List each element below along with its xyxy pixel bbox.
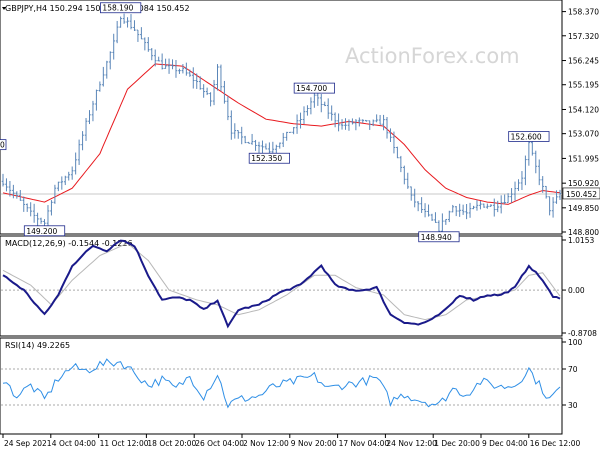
- time-tick-label: 9 Nov 20:00: [291, 439, 337, 448]
- time-tick-label: 1 Dec 20:00: [434, 439, 480, 448]
- price-level-box: [100, 2, 142, 14]
- price-tick-label: 156.245: [568, 57, 599, 66]
- rsi-panel-header: RSI(14) 49.2265: [5, 341, 70, 350]
- price-tick-label: 153.070: [568, 130, 599, 139]
- time-tick-label: 2 Nov 12:00: [243, 439, 289, 448]
- price-tick-label: 149.850: [568, 204, 599, 213]
- price-tick-label: 158.370: [568, 8, 599, 17]
- time-tick-label: 9 Dec 04:00: [482, 439, 528, 448]
- time-tick-label: 24 Nov 12:00: [386, 439, 437, 448]
- rsi-plot: 100 70 30: [1, 338, 583, 410]
- macd-panel[interactable]: [0, 235, 563, 337]
- rsi-panel[interactable]: [0, 337, 563, 435]
- price-panel[interactable]: [0, 0, 563, 235]
- macd-signal-line: [2, 242, 561, 321]
- time-tick-label: 24 Sep 2021: [4, 439, 52, 448]
- price-level-label: 154.700: [296, 84, 327, 93]
- price-level-box: [0, 139, 7, 151]
- price-level-label: 149.200: [26, 227, 57, 236]
- ma-line: [2, 63, 561, 205]
- rsi-tick-label: 70: [568, 365, 578, 374]
- macd-tick-label: -0.8708: [568, 329, 597, 338]
- macd-line: [2, 239, 561, 329]
- price-level-box: [23, 225, 66, 237]
- price-annotations: 158.190 154.700 152.350 152.600 149.200 148.9…: [0, 2, 550, 243]
- dropdown-arrow-icon[interactable]: [2, 7, 6, 10]
- price-level-label: 152.600: [511, 132, 542, 141]
- watermark: ActionForex.com: [345, 44, 520, 68]
- macd-tick-label: 1.0153: [568, 236, 594, 245]
- time-tick-label: 26 Oct 04:00: [195, 439, 244, 448]
- macd-tick-label: 0.00: [568, 286, 585, 295]
- price-level-box: [293, 82, 335, 94]
- price-level-label: 148.940: [421, 233, 452, 242]
- price-tick-label: 155.195: [568, 81, 599, 90]
- rsi-line: [2, 358, 561, 409]
- time-tick-label: 11 Oct 12:00: [100, 439, 149, 448]
- time-tick-label: 16 Dec 12:00: [530, 439, 581, 448]
- price-level-box: [508, 131, 550, 142]
- time-tick-label: 4 Oct 04:00: [52, 439, 96, 448]
- time-tick-label: 18 Oct 20:00: [147, 439, 196, 448]
- price-level-label: 152.350: [251, 154, 282, 163]
- price-tick-label: 150.920: [568, 179, 599, 188]
- price-level-box: [248, 152, 290, 164]
- current-price-box: [562, 187, 600, 200]
- price-tick-label: 154.120: [568, 105, 599, 114]
- price-tick-label: 148.800: [568, 228, 599, 237]
- price-tick-label: 151.995: [568, 154, 599, 163]
- moving-average-line: [2, 63, 561, 205]
- price-tick-label: 157.320: [568, 32, 599, 41]
- time-tick-label: 17 Nov 04:00: [339, 439, 390, 448]
- current-price-label: 150.452: [566, 190, 597, 199]
- price-level-label: 0: [0, 141, 5, 150]
- price-level-label: 158.190: [102, 4, 133, 13]
- price-level-box: [418, 231, 460, 243]
- macd-plot: 1.0153 0.00 -0.8708: [1, 236, 597, 338]
- price-panel-header: GBPJPY,H4 150.294 150.466 150.084 150.45…: [5, 4, 190, 13]
- macd-panel-header: MACD(12,26,9) -0.1544 -0.1226: [5, 239, 133, 248]
- rsi-tick-label: 100: [568, 338, 583, 347]
- price-axis: 158.370 157.320 156.245 155.195 154.120 153.0…: [1, 8, 600, 237]
- rsi-tick-label: 30: [568, 401, 578, 410]
